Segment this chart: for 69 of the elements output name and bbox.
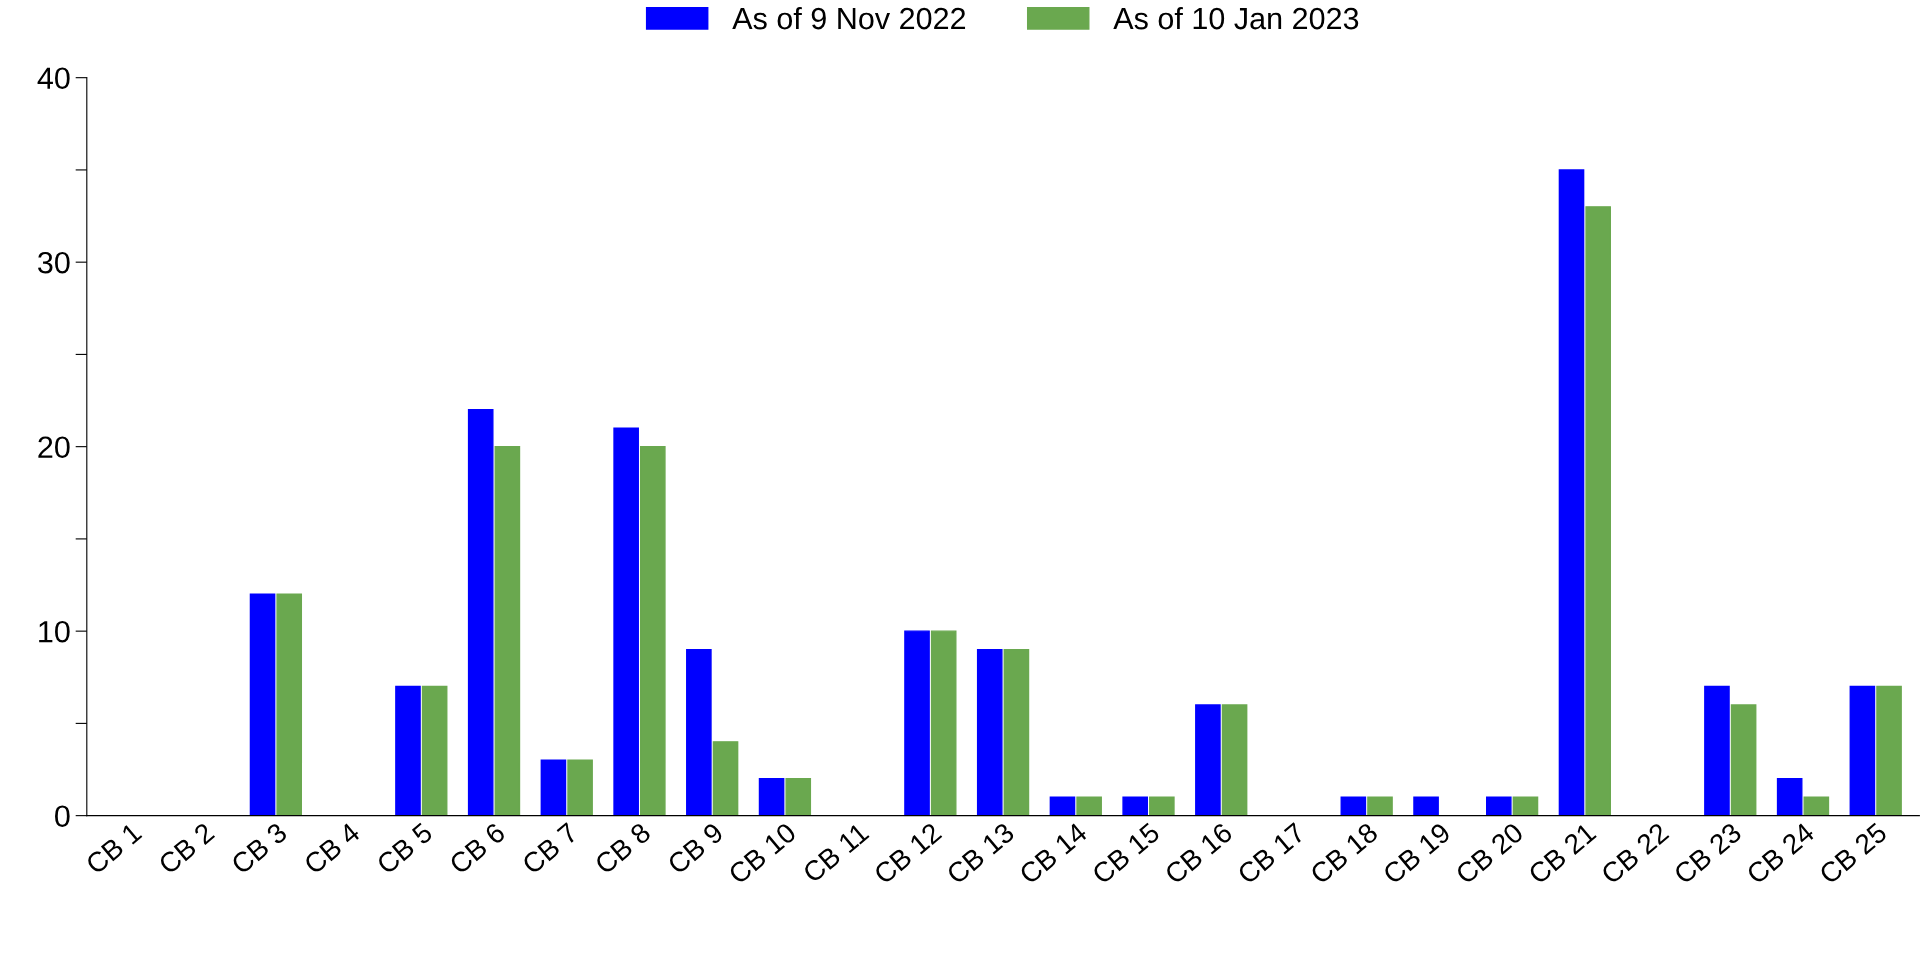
bar — [639, 445, 666, 816]
legend-label: As of 10 Jan 2023 — [1113, 6, 1359, 30]
x-tick-label: CB 12 — [872, 821, 943, 885]
bar — [686, 648, 712, 816]
x-tick-label: CB 16 — [1163, 821, 1234, 885]
bar — [1367, 796, 1393, 816]
bar — [1849, 685, 1876, 816]
x-tick-label: CB 1 — [84, 821, 143, 875]
bar — [1485, 796, 1512, 816]
bar — [758, 778, 785, 816]
x-tick-label: CB 6 — [448, 821, 507, 875]
bar — [1512, 796, 1539, 816]
x-tick-label: CB 18 — [1309, 821, 1379, 885]
bar — [1413, 796, 1439, 816]
x-tick-label: CB 11 — [801, 821, 870, 884]
bar — [494, 445, 521, 816]
bar — [904, 630, 930, 816]
y-tick-label: 30 — [38, 251, 70, 274]
bar — [276, 593, 303, 816]
bar — [1122, 796, 1149, 816]
bar — [421, 685, 448, 816]
x-tick-label: CB 4 — [302, 821, 362, 875]
bar — [1340, 796, 1367, 816]
bar — [1149, 796, 1175, 816]
bar — [1585, 206, 1611, 816]
bar — [1221, 704, 1248, 816]
bar — [930, 630, 957, 816]
bar — [1803, 796, 1830, 816]
x-tick-label: CB 7 — [521, 821, 579, 875]
x-tick-label: CB 10 — [727, 821, 798, 885]
x-tick-label: CB 21 — [1527, 821, 1597, 885]
bar — [1195, 704, 1221, 816]
bar — [540, 759, 567, 816]
bar — [712, 741, 739, 816]
legend-label: As of 9 Nov 2022 — [732, 6, 966, 30]
y-tick-label: 20 — [38, 436, 70, 459]
y-tick-label: 0 — [55, 805, 70, 828]
bar — [1876, 685, 1902, 816]
bar — [395, 685, 421, 816]
bar — [613, 427, 639, 816]
bar — [467, 409, 494, 816]
bar — [1003, 648, 1030, 816]
bar — [1049, 796, 1076, 816]
x-tick-label: CB 22 — [1599, 821, 1670, 885]
bar — [1730, 704, 1757, 816]
bar — [1776, 778, 1803, 816]
x-tick-label: CB 20 — [1454, 821, 1525, 885]
bar — [1076, 796, 1102, 816]
x-tick-label: CB 2 — [157, 821, 216, 875]
x-tick-label: CB 9 — [666, 821, 725, 875]
bar — [1558, 169, 1585, 816]
y-tick-label: 10 — [39, 620, 70, 643]
x-tick-label: CB 8 — [593, 821, 652, 875]
x-tick-label: CB 19 — [1381, 821, 1452, 885]
bar — [249, 593, 276, 816]
x-tick-label: CB 5 — [375, 821, 434, 875]
bar — [567, 759, 593, 816]
x-tick-label: CB 15 — [1090, 821, 1161, 885]
x-tick-label: CB 17 — [1236, 821, 1307, 885]
x-tick-label: CB 23 — [1672, 821, 1743, 885]
x-tick-label: CB 25 — [1818, 821, 1888, 885]
x-tick-label: CB 24 — [1745, 821, 1816, 885]
x-tick-label: CB 3 — [230, 821, 289, 875]
y-tick-label: 40 — [37, 67, 70, 90]
bar — [976, 648, 1003, 816]
x-tick-label: CB 13 — [945, 821, 1016, 885]
x-tick-label: CB 14 — [1018, 821, 1089, 885]
bar — [1704, 685, 1730, 816]
bar — [785, 778, 812, 816]
